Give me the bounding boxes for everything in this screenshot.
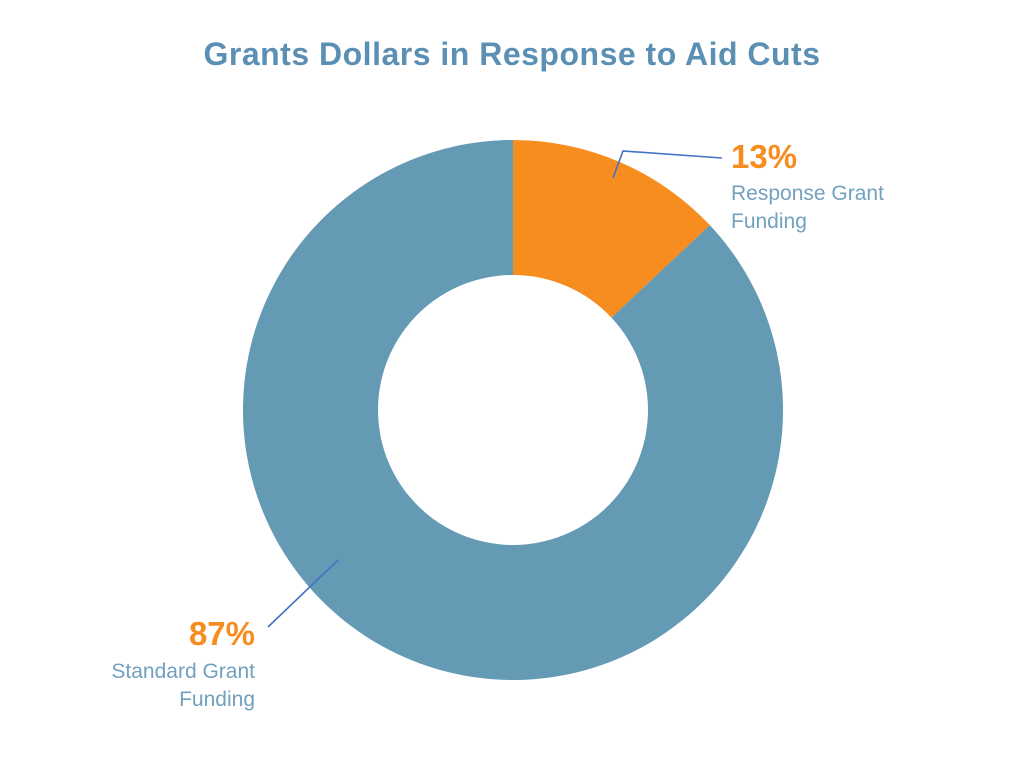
- chart-title: Grants Dollars in Response to Aid Cuts: [203, 36, 821, 72]
- callout-standard-grant: 87% Standard Grant Funding: [111, 616, 255, 714]
- response-grant-percent: 13%: [731, 138, 798, 175]
- response-grant-label-line1: Response Grant: [731, 182, 884, 205]
- standard-grant-label-line1: Standard Grant: [111, 660, 255, 683]
- response-grant-label-line2: Funding: [731, 210, 807, 233]
- standard-grant-label-line2: Funding: [179, 688, 255, 711]
- standard-grant-percent: 87%: [188, 615, 255, 652]
- callout-response-grant: 13% Response Grant Funding: [731, 139, 884, 236]
- donut-slices: [243, 140, 784, 680]
- leader-line-standard: [267, 559, 339, 628]
- leader-line-response: [612, 150, 723, 179]
- donut-slice-response-grant-funding: [513, 140, 710, 318]
- donut-slice-standard-grant-funding: [243, 140, 784, 680]
